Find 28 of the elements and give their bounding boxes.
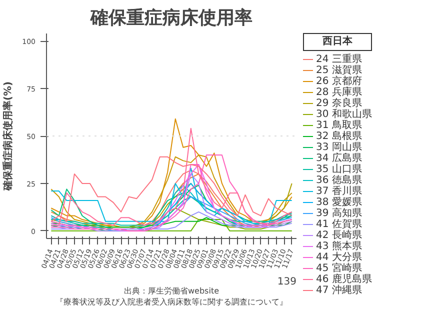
legend-label: 43 熊本県 xyxy=(315,241,363,252)
legend-label: 45 宮崎県 xyxy=(315,263,362,274)
legend-label: 28 兵庫県 xyxy=(315,87,363,98)
legend-label: 39 高知県 xyxy=(315,208,363,220)
chart-title: 確保重症病床使用率 xyxy=(90,8,252,28)
legend-label: 26 京都府 xyxy=(315,76,363,88)
legend-label: 42 長崎県 xyxy=(315,230,363,242)
legend-label: 29 奈良県 xyxy=(315,98,362,110)
legend-label: 38 愛媛県 xyxy=(315,197,363,208)
legend-label: 46 鹿児島県 xyxy=(315,274,372,286)
text: 『療養状況等及び入院患者受入病床数等に関する調査について』 xyxy=(56,298,288,306)
legend-label: 32 島根県 xyxy=(315,131,363,142)
legend-title: 西日本 xyxy=(303,33,372,52)
legend-label: 33 岡山県 xyxy=(315,142,363,154)
legend-label: 41 佐賀県 xyxy=(315,219,363,230)
source-note: 出典：厚生労働省website xyxy=(124,286,220,296)
legend-label: 34 広島県 xyxy=(315,153,363,164)
legend-label: 36 徳島県 xyxy=(315,175,363,186)
legend-label: 44 大分県 xyxy=(315,252,363,264)
legend-label: 47 沖縄県 xyxy=(315,285,363,296)
text: 139 xyxy=(277,276,297,288)
legend-label: 35 山口県 xyxy=(315,164,363,176)
legend-label: 37 香川県 xyxy=(315,186,363,198)
y-axis-title: 確保重症病床使用率(%) xyxy=(2,81,14,192)
legend-label: 31 鳥取県 xyxy=(315,120,363,132)
legend-label: 30 和歌山県 xyxy=(315,109,372,120)
legend-label: 24 三重県 xyxy=(315,54,363,66)
legend-label: 25 滋賀県 xyxy=(315,65,363,76)
